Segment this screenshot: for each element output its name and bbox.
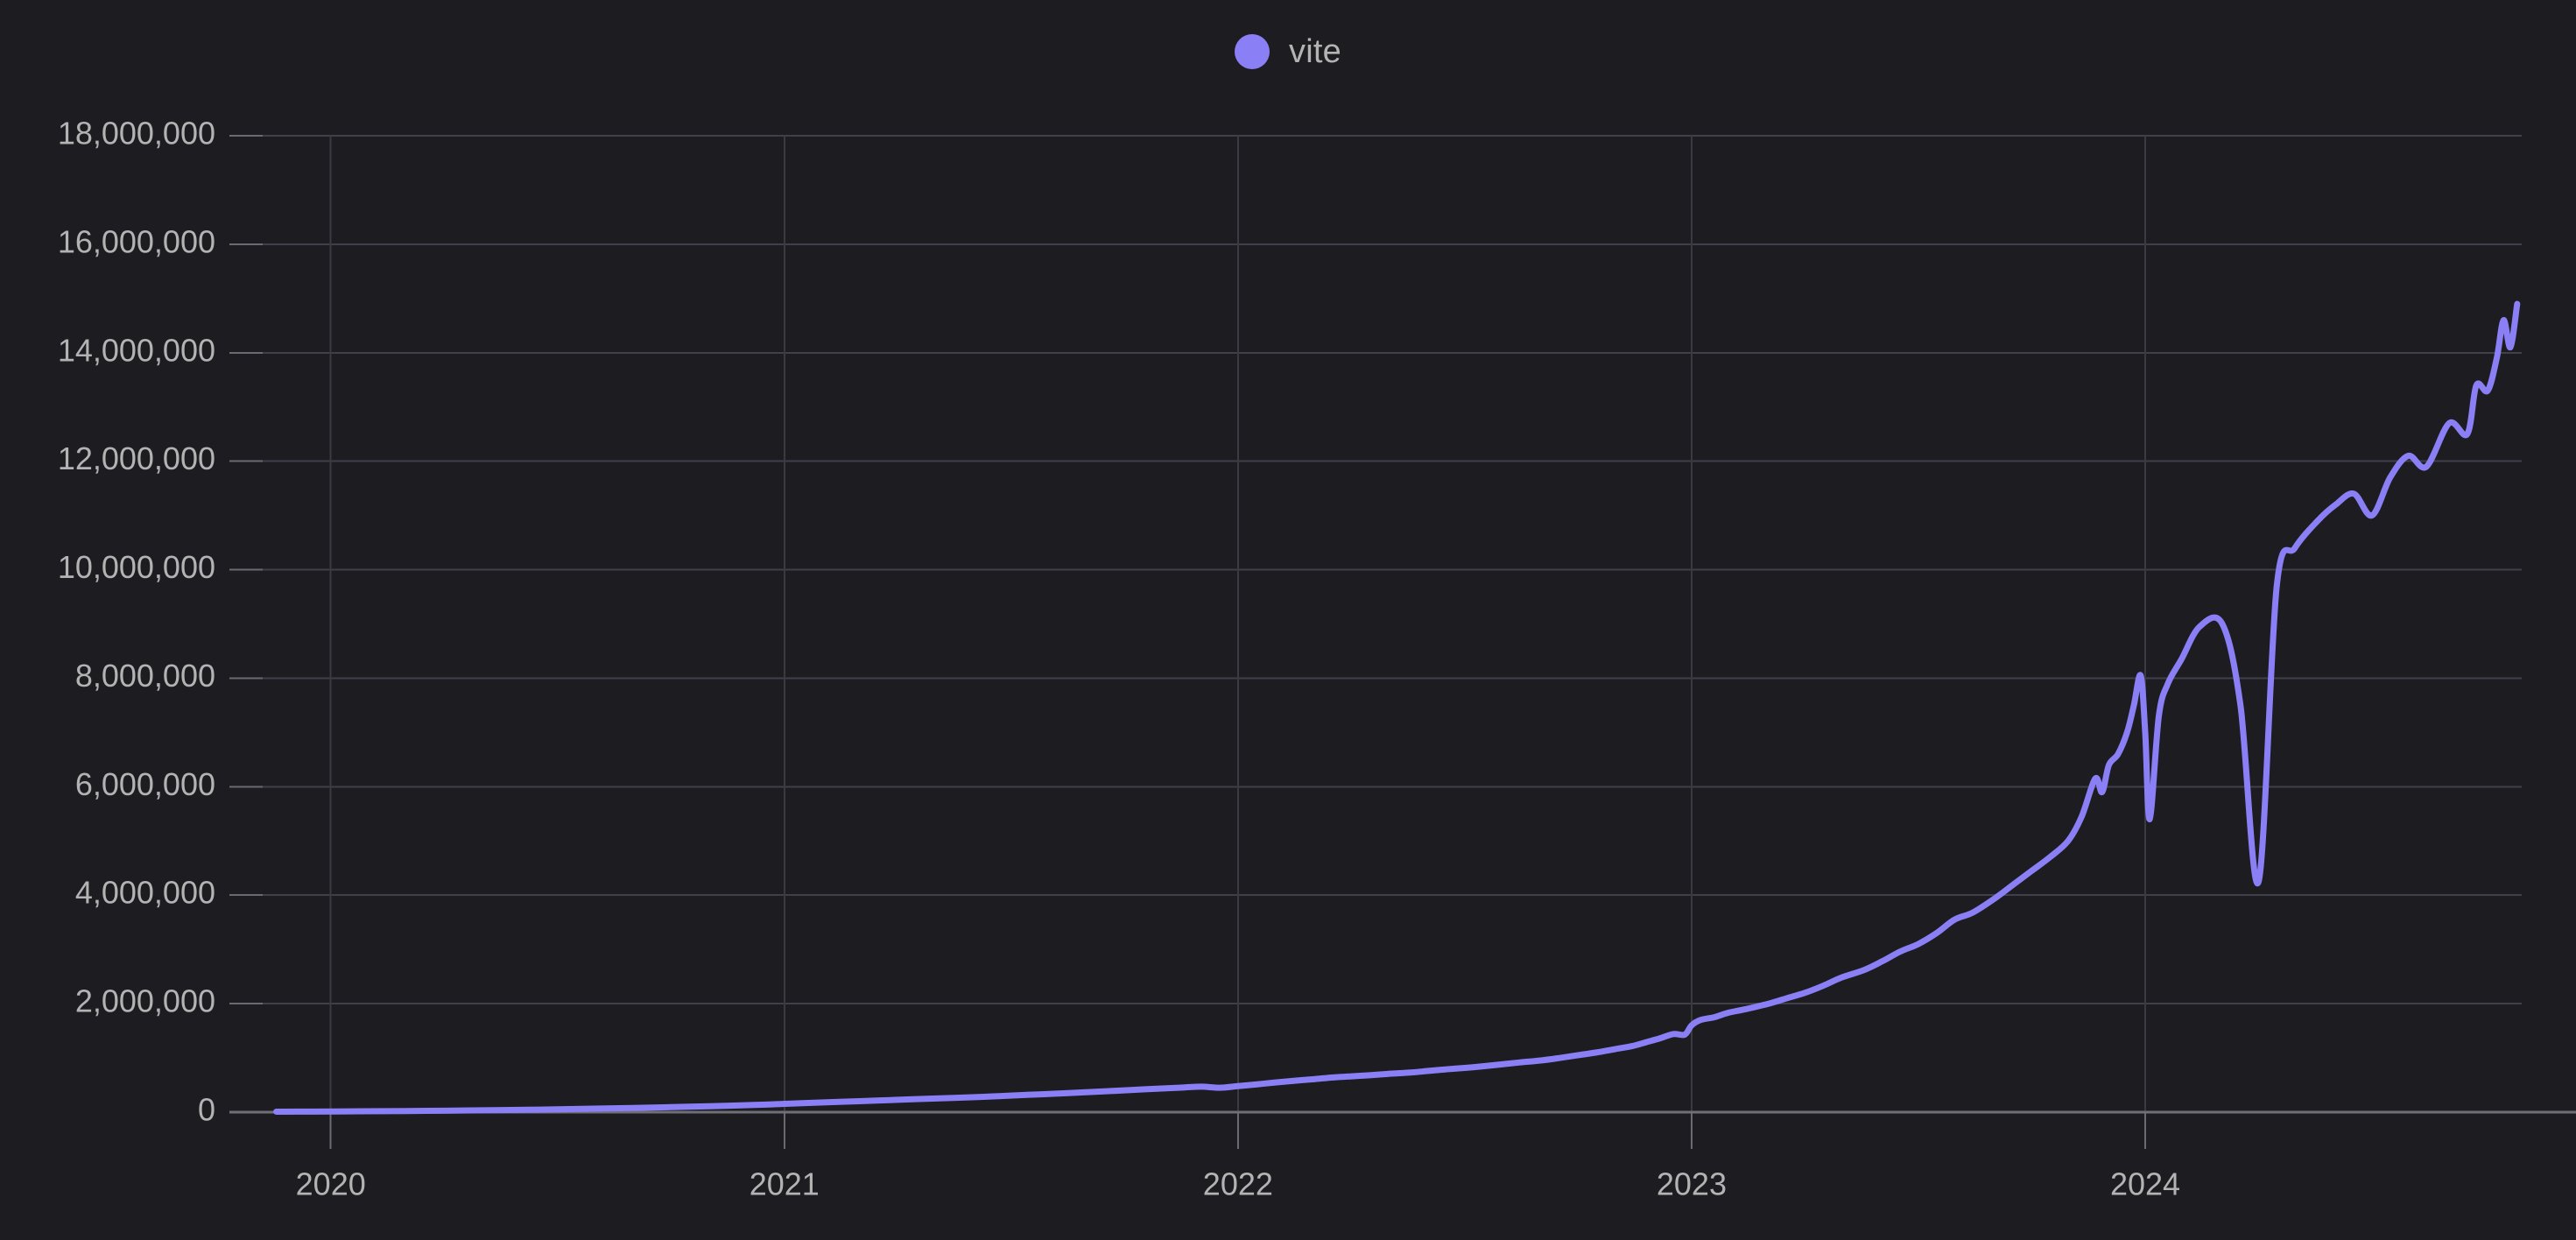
x-axis-tick-label: 2022 — [1203, 1166, 1273, 1201]
y-axis-tick-label: 0 — [198, 1092, 215, 1128]
chart-legend: vite — [0, 0, 2576, 103]
y-axis-tick-label: 8,000,000 — [75, 658, 215, 694]
y-axis-tick-label: 18,000,000 — [58, 116, 215, 151]
legend-swatch-icon — [1235, 34, 1270, 69]
y-axis-tick-label: 10,000,000 — [58, 549, 215, 585]
series-line-vite[interactable] — [273, 300, 2521, 1115]
x-axis-tick-label: 2020 — [296, 1166, 366, 1201]
y-axis-tick-label: 14,000,000 — [58, 332, 215, 368]
y-axis-tick-label: 12,000,000 — [58, 440, 215, 476]
y-axis-labels: 0 2,000,000 4,000,000 6,000,000 8,000,000 10,… — [58, 116, 215, 1128]
horizontal-gridlines — [263, 135, 2522, 1005]
x-axis-tick-label: 2021 — [750, 1166, 820, 1201]
x-axis-tick-label: 2024 — [2110, 1166, 2180, 1201]
x-axis-tick-marks — [329, 1112, 2146, 1149]
y-axis-tick-label: 4,000,000 — [75, 875, 215, 911]
y-axis-tick-marks — [229, 135, 263, 1113]
legend-item-vite[interactable]: vite — [1235, 34, 1341, 69]
y-axis-tick-label: 16,000,000 — [58, 223, 215, 259]
x-axis-tick-label: 2023 — [1657, 1166, 1727, 1201]
x-axis-labels: 2020 2021 2022 2023 2024 — [296, 1166, 2180, 1201]
y-axis-tick-label: 6,000,000 — [75, 766, 215, 802]
vertical-gridlines — [329, 136, 2146, 1112]
legend-label: vite — [1289, 33, 1341, 70]
y-axis-tick-label: 2,000,000 — [75, 983, 215, 1019]
